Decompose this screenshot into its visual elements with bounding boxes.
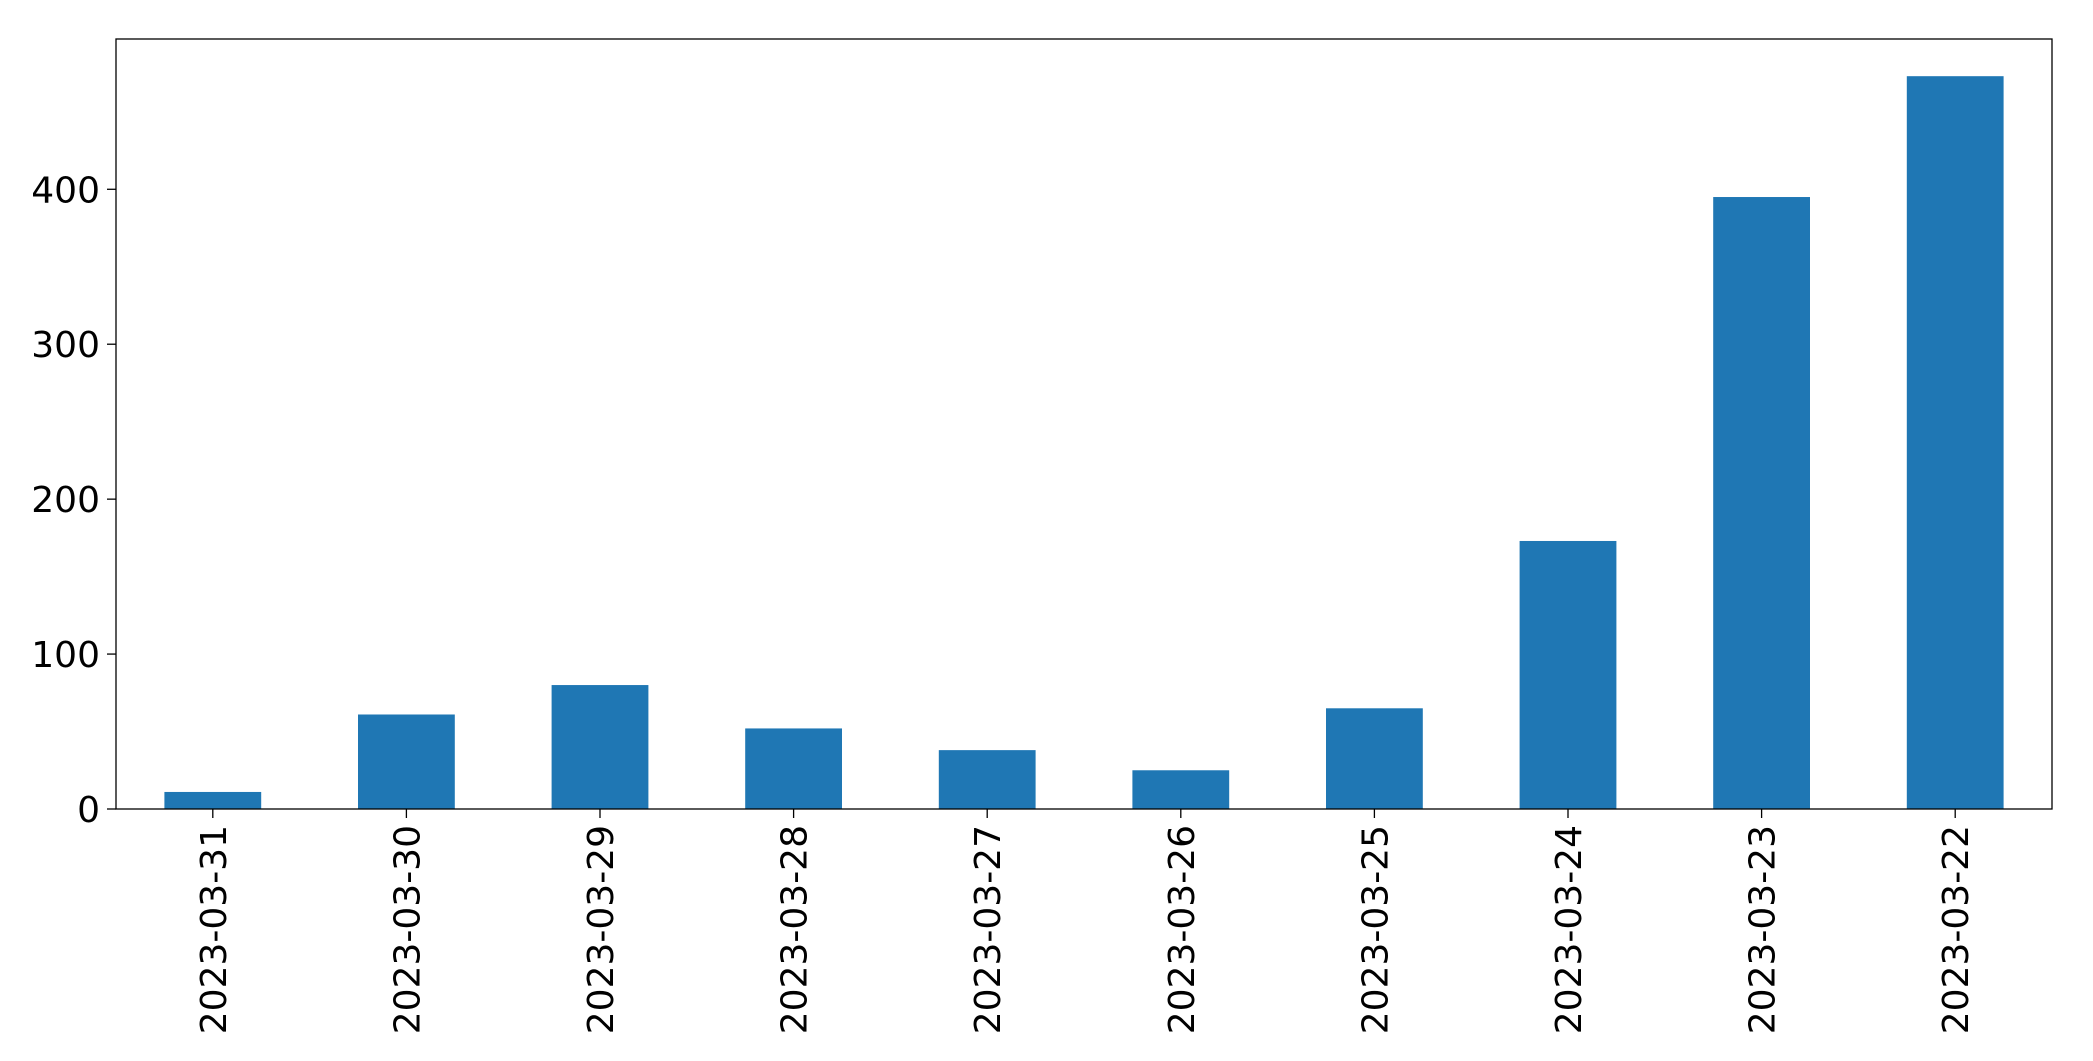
bar: [1326, 708, 1423, 809]
x-tick-label: 2023-03-26: [1162, 825, 1203, 1034]
x-tick-label: 2023-03-31: [194, 825, 235, 1034]
bar: [358, 714, 455, 809]
y-tick-label: 400: [31, 170, 100, 211]
bar: [551, 685, 649, 809]
bar: [938, 750, 1036, 809]
x-tick-label: 2023-03-25: [1355, 825, 1396, 1034]
bar: [1132, 770, 1230, 809]
bar: [164, 791, 262, 809]
x-tick-label: 2023-03-29: [581, 825, 622, 1034]
y-tick-label: 300: [31, 325, 100, 366]
plot-frame: [115, 38, 2053, 810]
bar: [1906, 76, 2004, 809]
x-tick-label: 2023-03-22: [1936, 825, 1977, 1034]
x-tick-label: 2023-03-24: [1549, 825, 1590, 1034]
y-tick-label: 0: [77, 790, 100, 831]
y-tick-label: 100: [31, 635, 100, 676]
x-tick-label: 2023-03-27: [968, 825, 1009, 1034]
x-tick-label: 2023-03-23: [1743, 825, 1784, 1034]
bar: [745, 728, 842, 809]
y-tick-label: 200: [31, 480, 100, 521]
x-tick-label: 2023-03-28: [775, 825, 816, 1034]
x-tick-label: 2023-03-30: [387, 825, 428, 1034]
bar: [1713, 197, 1810, 809]
bar: [1519, 540, 1617, 809]
